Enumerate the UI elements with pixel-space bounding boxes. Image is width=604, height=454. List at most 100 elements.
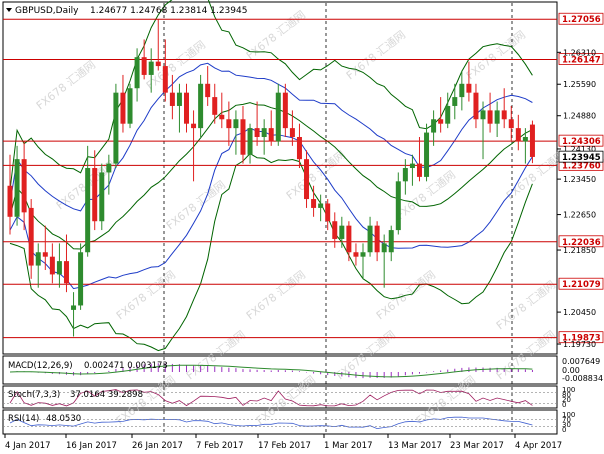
candle-body xyxy=(169,92,175,106)
candle-body xyxy=(106,163,112,173)
level-label: 1.22036 xyxy=(562,238,601,248)
candle-body xyxy=(205,83,211,98)
date-tick-label: 16 Jan 2017 xyxy=(66,441,117,451)
candle-body xyxy=(226,119,232,129)
candle-body xyxy=(198,83,204,129)
bollinger-lower-band xyxy=(9,152,533,352)
stoch-values: 37.0164 39.2898 xyxy=(70,390,143,400)
candle-body xyxy=(388,230,394,253)
bollinger-middle-band xyxy=(9,102,533,250)
symbol-header: GBPUSD,Daily 1.24677 1.24768 1.23814 1.2… xyxy=(6,6,247,16)
macd-panel[interactable] xyxy=(2,355,558,385)
candle-body xyxy=(28,207,34,266)
candle-body xyxy=(438,119,444,124)
date-tick-label: 1 Mar 2017 xyxy=(324,441,372,451)
level-label-box xyxy=(558,134,604,147)
candle-body xyxy=(395,181,401,231)
candle-body xyxy=(480,110,486,120)
candle-body xyxy=(508,119,514,129)
candle-body xyxy=(424,132,430,177)
candle-body xyxy=(85,168,91,253)
candle-body xyxy=(56,261,62,275)
stoch-label: Stoch(7,3,3) xyxy=(8,390,60,400)
price-axis: 1.26310 1.25590 1.24880 1.24130 1.23450 1.226… xyxy=(557,48,604,349)
candle-body xyxy=(487,110,493,124)
candle-body xyxy=(268,128,274,142)
price-tick-label: 1.24880 xyxy=(563,112,596,121)
level-label-box xyxy=(558,277,604,290)
level-label-box xyxy=(558,331,604,344)
candle-body xyxy=(127,88,133,124)
level-label: 1.24306 xyxy=(562,137,601,147)
stoch-tick-100: 100 xyxy=(562,386,575,394)
level-label-box xyxy=(558,53,604,65)
level-label-box xyxy=(558,12,604,25)
candle-body xyxy=(445,105,451,124)
candle-body xyxy=(155,61,161,67)
rsi-panel[interactable] xyxy=(2,409,558,435)
date-tick-label: 4 Jan 2017 xyxy=(5,441,51,451)
price-tick-label: 1.20450 xyxy=(563,308,596,317)
candle-body xyxy=(261,128,267,137)
candle-body xyxy=(21,159,27,213)
candle-body xyxy=(162,66,168,93)
candle-body xyxy=(275,92,281,142)
candle-body xyxy=(501,110,507,120)
candle-body xyxy=(134,57,140,89)
current-price-box xyxy=(558,150,604,163)
candle-body xyxy=(360,252,366,257)
candle-body xyxy=(529,124,535,157)
stoch-k-line xyxy=(9,389,533,407)
candlesticks xyxy=(7,19,535,337)
candle-body xyxy=(14,159,20,217)
dropdown-triangle-icon[interactable] xyxy=(6,8,12,12)
level-label: 1.19873 xyxy=(562,334,601,344)
candle-body xyxy=(353,252,359,257)
candle-body xyxy=(339,225,345,239)
candle-body xyxy=(7,185,13,217)
price-tick-label: 1.22650 xyxy=(563,211,596,220)
candle-body xyxy=(113,92,119,164)
rsi-tick-30: 30 xyxy=(562,421,571,429)
rsi-tick-100: 100 xyxy=(562,411,575,419)
level-label: 1.27056 xyxy=(562,15,601,25)
candle-body xyxy=(346,225,352,253)
candle-body xyxy=(431,119,437,133)
candle-body xyxy=(191,123,197,129)
macd-tick-bottom: -0.008834 xyxy=(562,374,603,383)
candle-body xyxy=(219,114,225,120)
rsi-values: 48.0530 xyxy=(46,414,81,424)
candle-body xyxy=(63,261,69,284)
symbol-label: GBPUSD,Daily xyxy=(15,6,79,16)
stoch-tick-80: 80 xyxy=(562,391,571,399)
candle-body xyxy=(296,136,302,160)
candle-body xyxy=(459,83,465,98)
stoch-tick-0: 0 xyxy=(562,401,566,409)
candle-body xyxy=(78,252,84,306)
level-label: 1.26147 xyxy=(562,56,601,66)
date-tick-label: 13 Mar 2017 xyxy=(388,441,442,451)
main-price-panel[interactable] xyxy=(2,1,558,355)
candle-body xyxy=(402,168,408,182)
level-label-box xyxy=(558,235,604,248)
stoch-panel[interactable] xyxy=(2,385,558,409)
level-lines: 1.27056 1.26147 1.24306 1.23760 1.22036 1.210… xyxy=(3,12,604,344)
candle-body xyxy=(233,119,239,129)
date-axis: 4 Jan 2017 16 Jan 2017 26 Jan 2017 7 Feb 20… xyxy=(4,434,562,451)
candle-body xyxy=(374,225,380,253)
candle-body xyxy=(99,172,105,222)
stoch-tick-20: 20 xyxy=(562,396,571,404)
price-tick-label: 1.26310 xyxy=(563,48,596,57)
macd-tick-mid: 0.00 xyxy=(562,366,580,375)
candle-body xyxy=(466,83,472,93)
rsi-tick-0: 0 xyxy=(562,426,566,434)
candle-body xyxy=(522,136,528,142)
candle-body xyxy=(148,61,154,75)
candle-body xyxy=(367,225,373,253)
candle-body xyxy=(473,92,479,120)
rsi-tick-70: 70 xyxy=(562,416,571,424)
candle-body xyxy=(311,199,317,208)
candle-body xyxy=(212,97,218,115)
candle-body xyxy=(304,159,310,200)
